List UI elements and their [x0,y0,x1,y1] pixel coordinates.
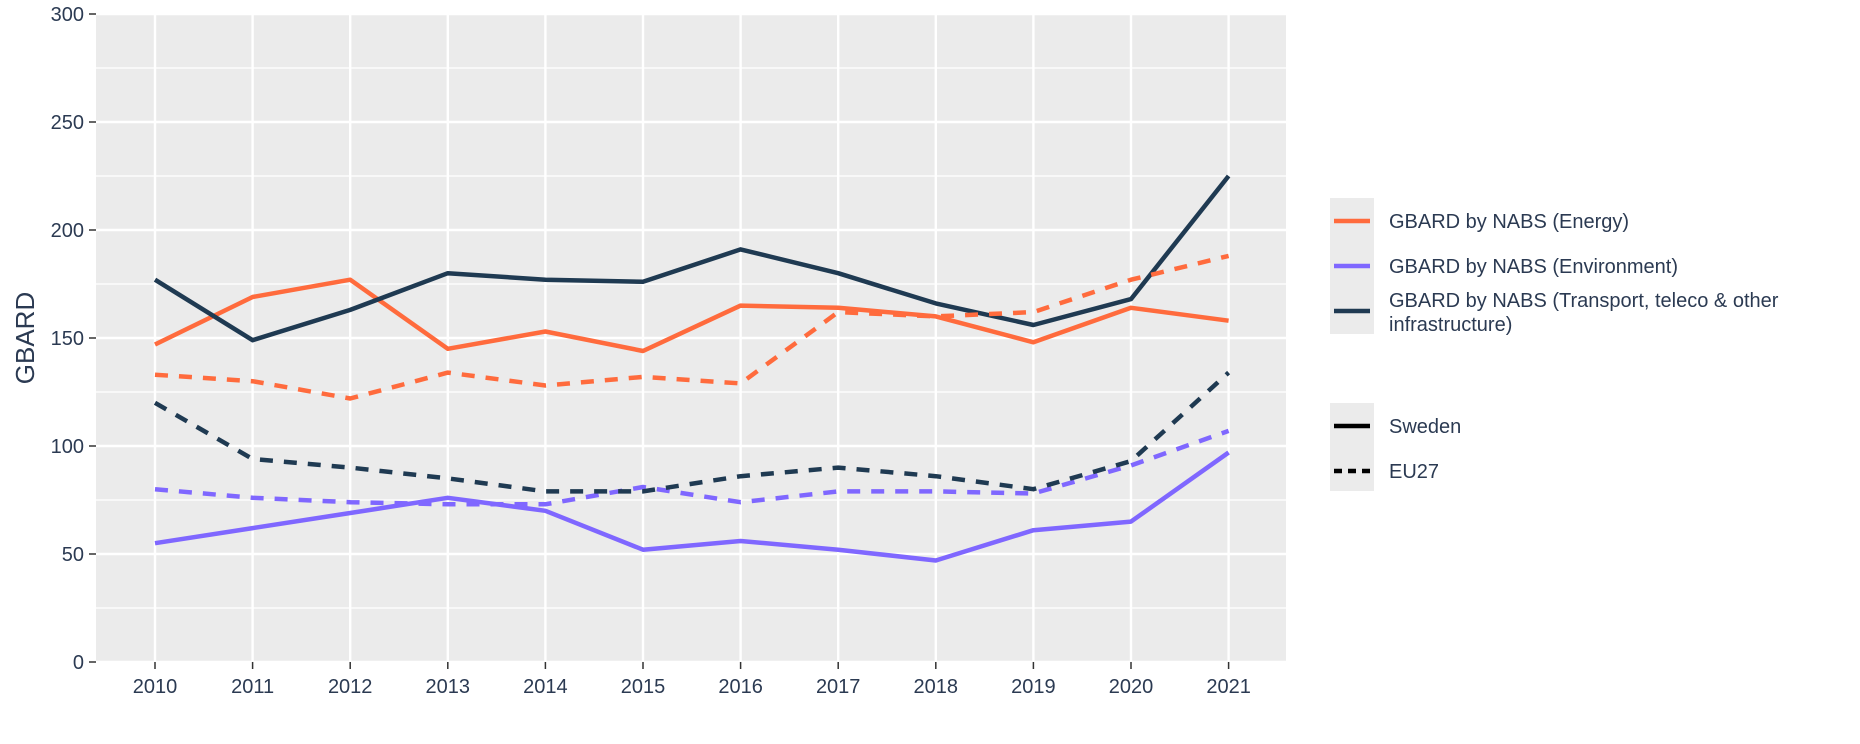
y-tick-label: 200 [51,220,84,242]
y-tick-label: 300 [51,4,84,26]
legend-color-label-cont: infrastructure) [1389,314,1512,336]
x-tick-label: 2010 [133,676,178,698]
x-tick-label: 2020 [1109,676,1154,698]
y-axis-title: GBARD [10,292,40,384]
series-line-eu27 [153,370,1231,494]
x-tick-label: 2019 [1011,676,1056,698]
y-tick-label: 0 [73,652,84,674]
y-tick-label: 50 [62,544,84,566]
y-tick-label: 150 [51,328,84,350]
legend-linetype-label: EU27 [1389,461,1439,483]
x-tick-label: 2013 [426,676,471,698]
series-line-eu27 [154,253,1230,401]
series-line-sweden [154,277,1229,354]
series-lines [153,174,1231,563]
legend-color-label: GBARD by NABS (Transport, teleco & other [1389,290,1779,312]
x-tick-label: 2021 [1206,676,1251,698]
series-line-sweden [154,450,1230,563]
legend: GBARD by NABS (Energy) GBARD by NABS (Env… [1330,198,1779,491]
y-tick-label: 250 [51,112,84,134]
legend-linetype-label: Sweden [1389,416,1461,438]
x-tick-label: 2011 [231,676,274,698]
series-line-eu27 [154,428,1230,507]
legend-linetype-background [1330,403,1374,491]
legend-color-label: GBARD by NABS (Environment) [1389,256,1678,278]
x-tick-label: 2016 [718,676,763,698]
x-tick-label: 2014 [523,676,568,698]
x-tick-label: 2012 [328,676,373,698]
series-line-sweden [153,174,1231,343]
legend-color-label: GBARD by NABS (Energy) [1389,211,1629,233]
x-tick-label: 2017 [816,676,861,698]
axes: 0 50 100 150 200 250 300 2010 2011 2012 2013 2014 20… [51,4,1251,698]
x-tick-label: 2018 [914,676,959,698]
y-tick-label: 100 [51,436,84,458]
x-tick-label: 2015 [621,676,666,698]
